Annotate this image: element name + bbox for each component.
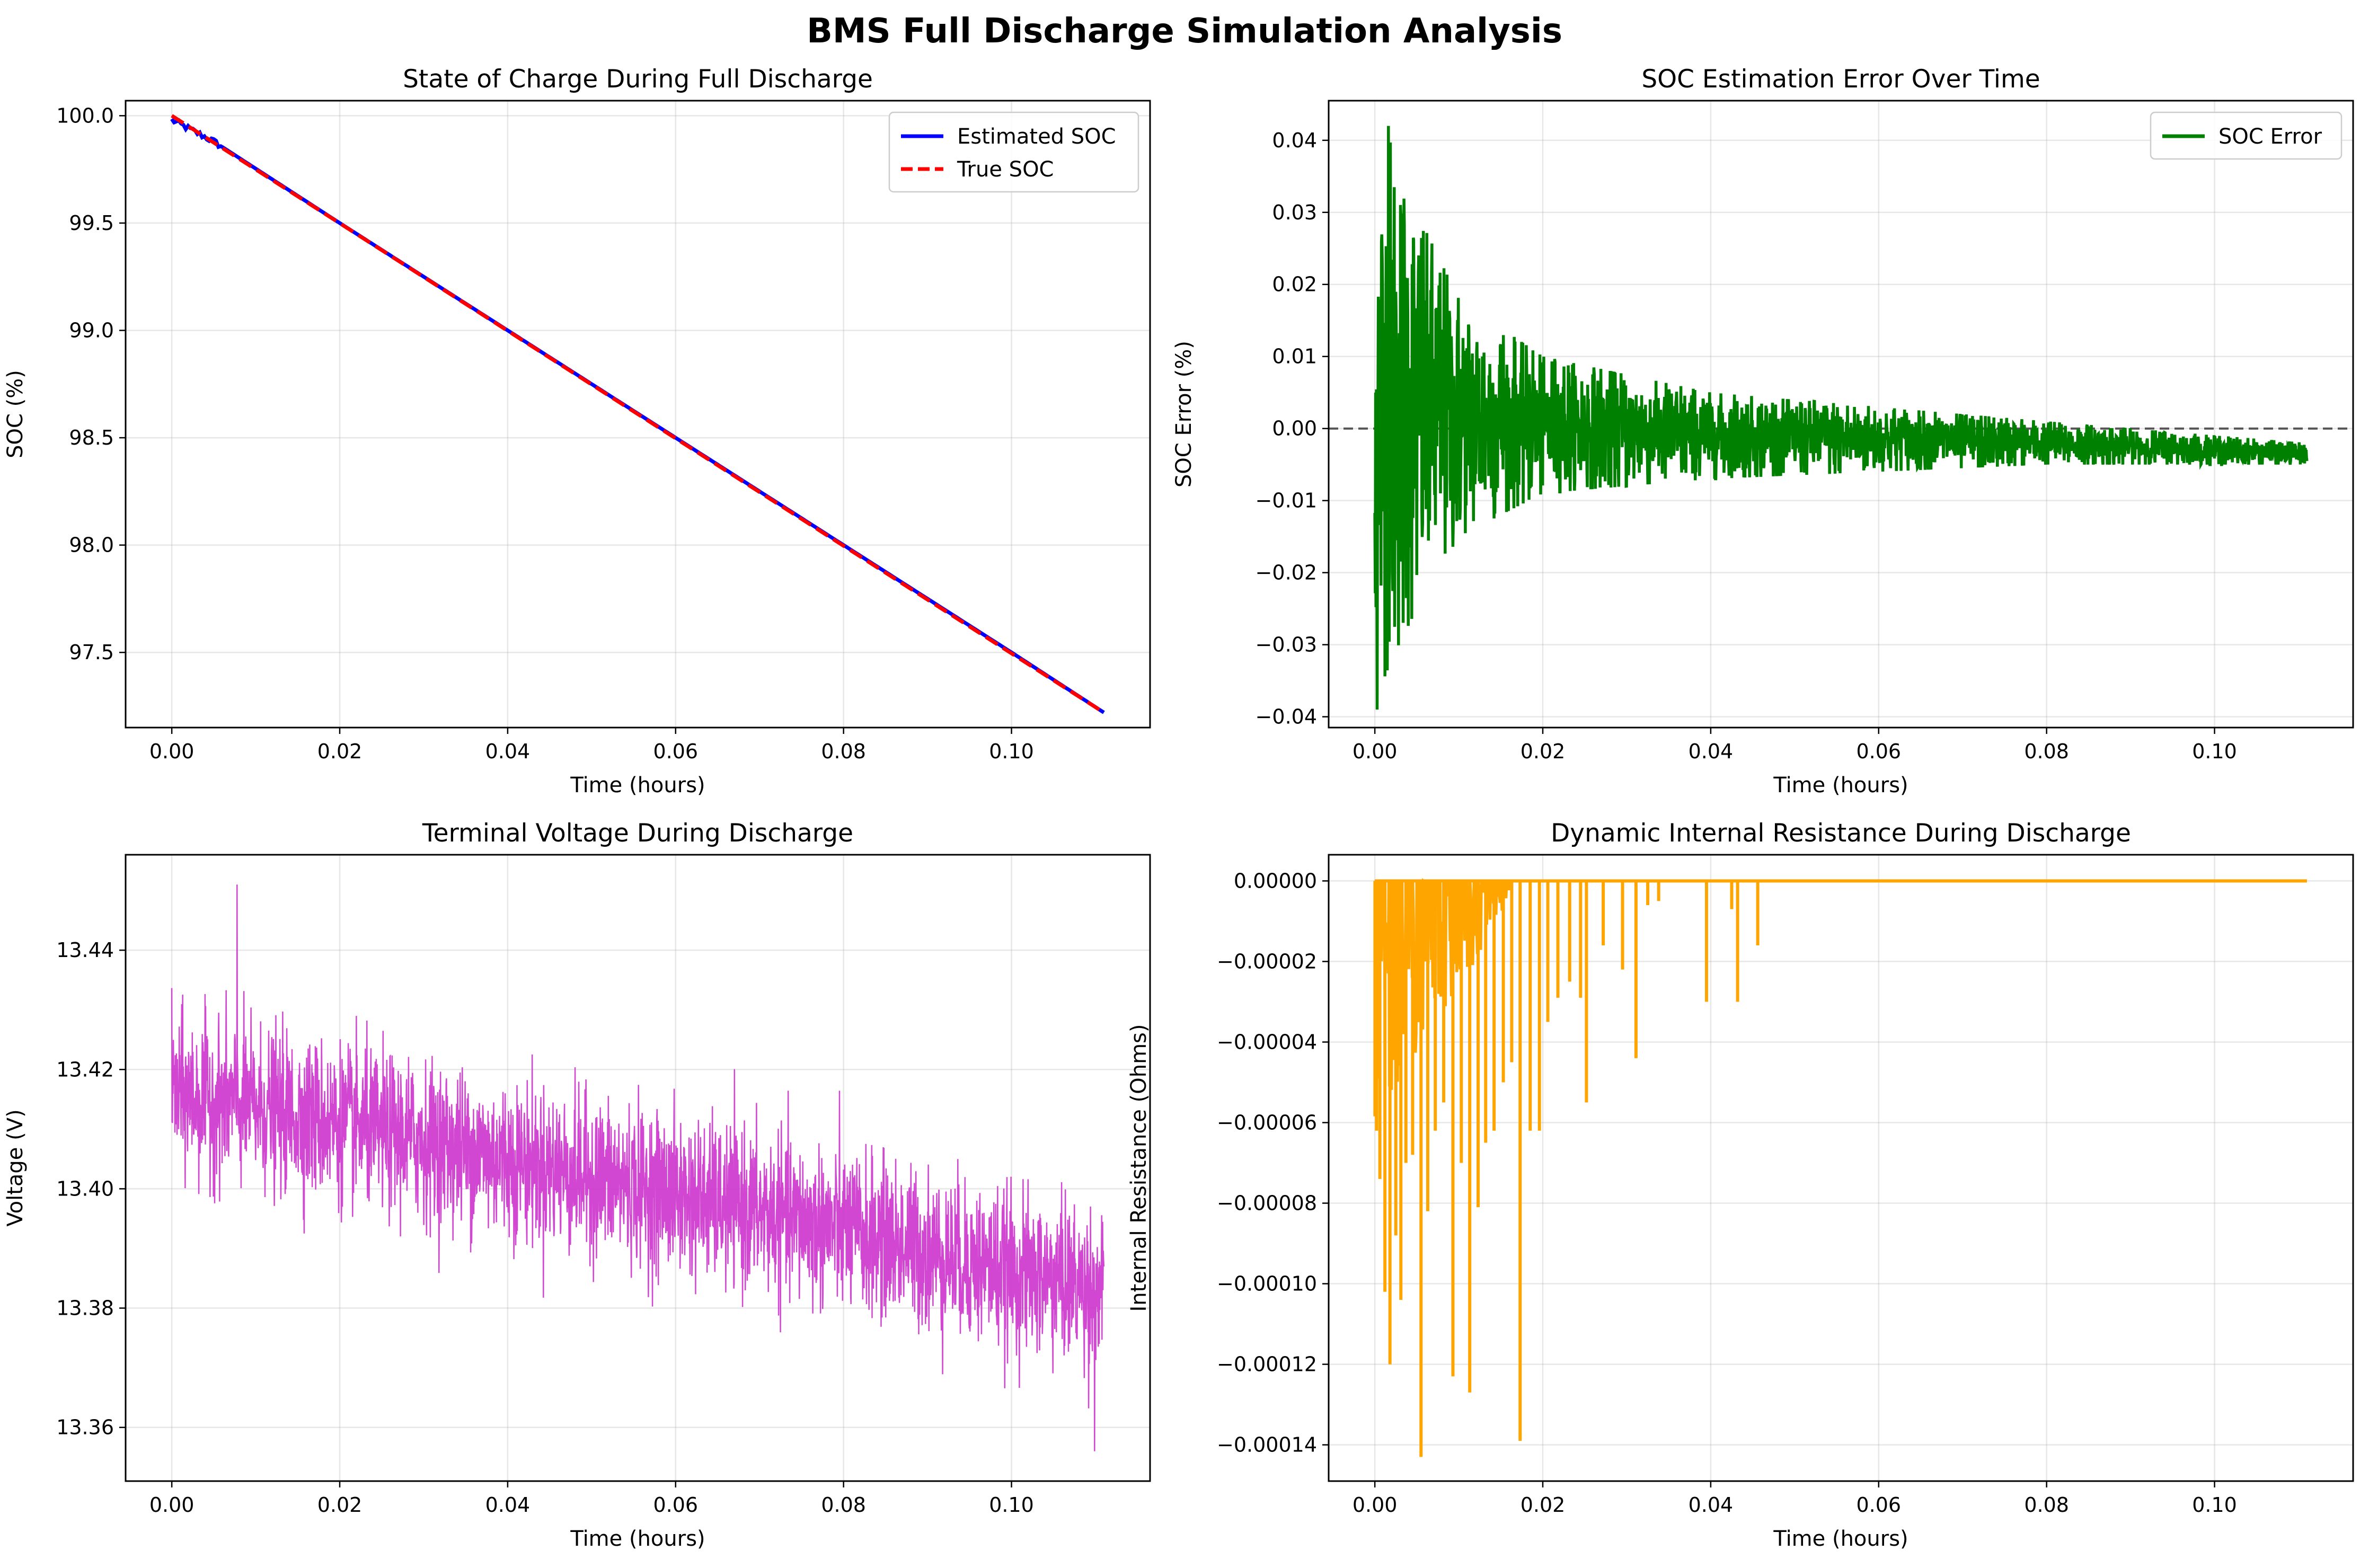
- axes-frame: [125, 100, 1151, 729]
- x-tick-label: 0.02: [317, 1493, 363, 1517]
- x-tick-label: 0.04: [485, 1493, 531, 1517]
- y-tick-label: 13.36: [56, 1416, 114, 1439]
- y-tick-label: 99.0: [69, 318, 114, 342]
- grid: [126, 855, 1150, 1481]
- y-tick-label: 13.44: [56, 938, 114, 962]
- y-tick-label: −0.00010: [1217, 1272, 1317, 1296]
- y-axis-label: Voltage (V): [3, 1109, 28, 1226]
- y-tick-label: −0.03: [1256, 633, 1317, 657]
- x-tick-label: 0.08: [821, 1493, 866, 1517]
- y-tick-label: 0.00: [1272, 417, 1317, 440]
- y-tick-label: −0.01: [1256, 489, 1317, 512]
- chart-title: SOC Estimation Error Over Time: [1641, 65, 2040, 94]
- x-tick-label: 0.04: [485, 740, 531, 763]
- x-tick-label: 0.04: [1689, 1493, 1734, 1517]
- y-tick-label: −0.00004: [1217, 1030, 1317, 1053]
- x-tick-label: 0.02: [1521, 1493, 1566, 1517]
- y-tick-label: 0.03: [1272, 201, 1317, 224]
- y-tick-label: 0.01: [1272, 345, 1317, 368]
- x-tick-label: 0.10: [989, 1493, 1034, 1517]
- y-tick-label: 13.42: [56, 1058, 114, 1081]
- y-tick-label: 98.5: [69, 426, 114, 449]
- x-tick-label: 0.10: [989, 740, 1034, 763]
- plot-area: [170, 114, 1105, 714]
- y-axis-label: SOC Error (%): [1172, 341, 1196, 488]
- axes-frame: [125, 854, 1151, 1482]
- x-axis-label: Time (hours): [570, 773, 705, 798]
- series-line-voltage: [171, 884, 1105, 1451]
- axes-frame: [1328, 100, 2354, 729]
- series-line-true-soc: [171, 114, 1105, 714]
- y-tick-label: 0.00000: [1234, 869, 1317, 892]
- chart-title: Dynamic Internal Resistance During Disch…: [1551, 819, 2131, 848]
- plot-area: [1329, 126, 2353, 710]
- y-tick-label: −0.02: [1256, 561, 1317, 584]
- y-tick-label: 0.04: [1272, 129, 1317, 152]
- plot-area: [171, 884, 1105, 1451]
- x-axis-label: Time (hours): [570, 1527, 705, 1551]
- axes-frame: [1328, 854, 2354, 1482]
- chart-resistance: 0.00 0.02 0.04 0.06 0.08 0.10 −0.00014 −0.00012…: [1127, 819, 2354, 1551]
- y-tick-label: −0.00014: [1217, 1433, 1317, 1457]
- legend: Estimated SOC True SOC: [888, 111, 1139, 193]
- y-tick-label: −0.00008: [1217, 1192, 1317, 1215]
- legend-label: Estimated SOC: [957, 125, 1116, 149]
- x-axis-label: Time (hours): [1773, 1527, 1908, 1551]
- legend: SOC Error: [2150, 111, 2343, 160]
- y-tick-label: 98.0: [69, 534, 114, 557]
- y-tick-label: 13.40: [56, 1177, 114, 1200]
- y-axis-label: SOC (%): [3, 370, 28, 458]
- y-tick-label: 100.0: [56, 104, 114, 127]
- legend-box: [2150, 111, 2343, 160]
- x-axis-label: Time (hours): [1773, 773, 1908, 798]
- y-tick-label: −0.00012: [1217, 1353, 1317, 1376]
- x-tick-label: 0.04: [1689, 740, 1734, 763]
- legend-label: SOC Error: [2218, 125, 2322, 149]
- y-tick-label: 0.02: [1272, 273, 1317, 296]
- x-tick-label: 0.06: [653, 1493, 698, 1517]
- y-tick-label: 99.5: [69, 211, 114, 235]
- y-tick-label: −0.04: [1256, 705, 1317, 729]
- x-tick-label: 0.08: [2024, 1493, 2069, 1517]
- x-tick-label: 0.02: [317, 740, 363, 763]
- x-tick-label: 0.06: [1856, 1493, 1901, 1517]
- y-tick-label: 97.5: [69, 641, 114, 664]
- legend-box: [888, 111, 1139, 193]
- y-tick-label: −0.00006: [1217, 1111, 1317, 1134]
- x-tick-label: 0.06: [1856, 740, 1901, 763]
- x-tick-label: 0.08: [2024, 740, 2069, 763]
- y-tick-label: −0.00002: [1217, 950, 1317, 973]
- chart-error: 0.00 0.02 0.04 0.06 0.08 0.10 −0.04 −0.03 −0.02 −…: [1172, 65, 2354, 798]
- x-tick-label: 0.00: [1353, 740, 1398, 763]
- chart-title: State of Charge During Full Discharge: [403, 65, 873, 94]
- x-tick-label: 0.10: [2192, 740, 2237, 763]
- series-line-soc-error: [1373, 126, 2309, 710]
- x-tick-label: 0.00: [149, 1493, 195, 1517]
- x-tick-label: 0.00: [149, 740, 195, 763]
- chart-title: Terminal Voltage During Discharge: [422, 819, 853, 848]
- chart-voltage: 0.00 0.02 0.04 0.06 0.08 0.10 13.36 13.38 13.40 1…: [3, 819, 1151, 1551]
- grid: [126, 101, 1150, 728]
- plot-area: [1373, 878, 2307, 1457]
- x-tick-label: 0.10: [2192, 1493, 2237, 1517]
- y-axis-label: Internal Resistance (Ohms): [1127, 1024, 1151, 1312]
- x-tick-label: 0.02: [1521, 740, 1566, 763]
- x-tick-label: 0.00: [1353, 1493, 1398, 1517]
- x-tick-label: 0.08: [821, 740, 866, 763]
- legend-label: True SOC: [957, 157, 1054, 182]
- figure-title: BMS Full Discharge Simulation Analysis: [807, 12, 1562, 51]
- y-tick-label: 13.38: [56, 1297, 114, 1320]
- chart-soc: 0.00 0.02 0.04 0.06 0.08 0.10 97.5 98.0 98.5 99.0…: [3, 65, 1151, 798]
- x-tick-label: 0.06: [653, 740, 698, 763]
